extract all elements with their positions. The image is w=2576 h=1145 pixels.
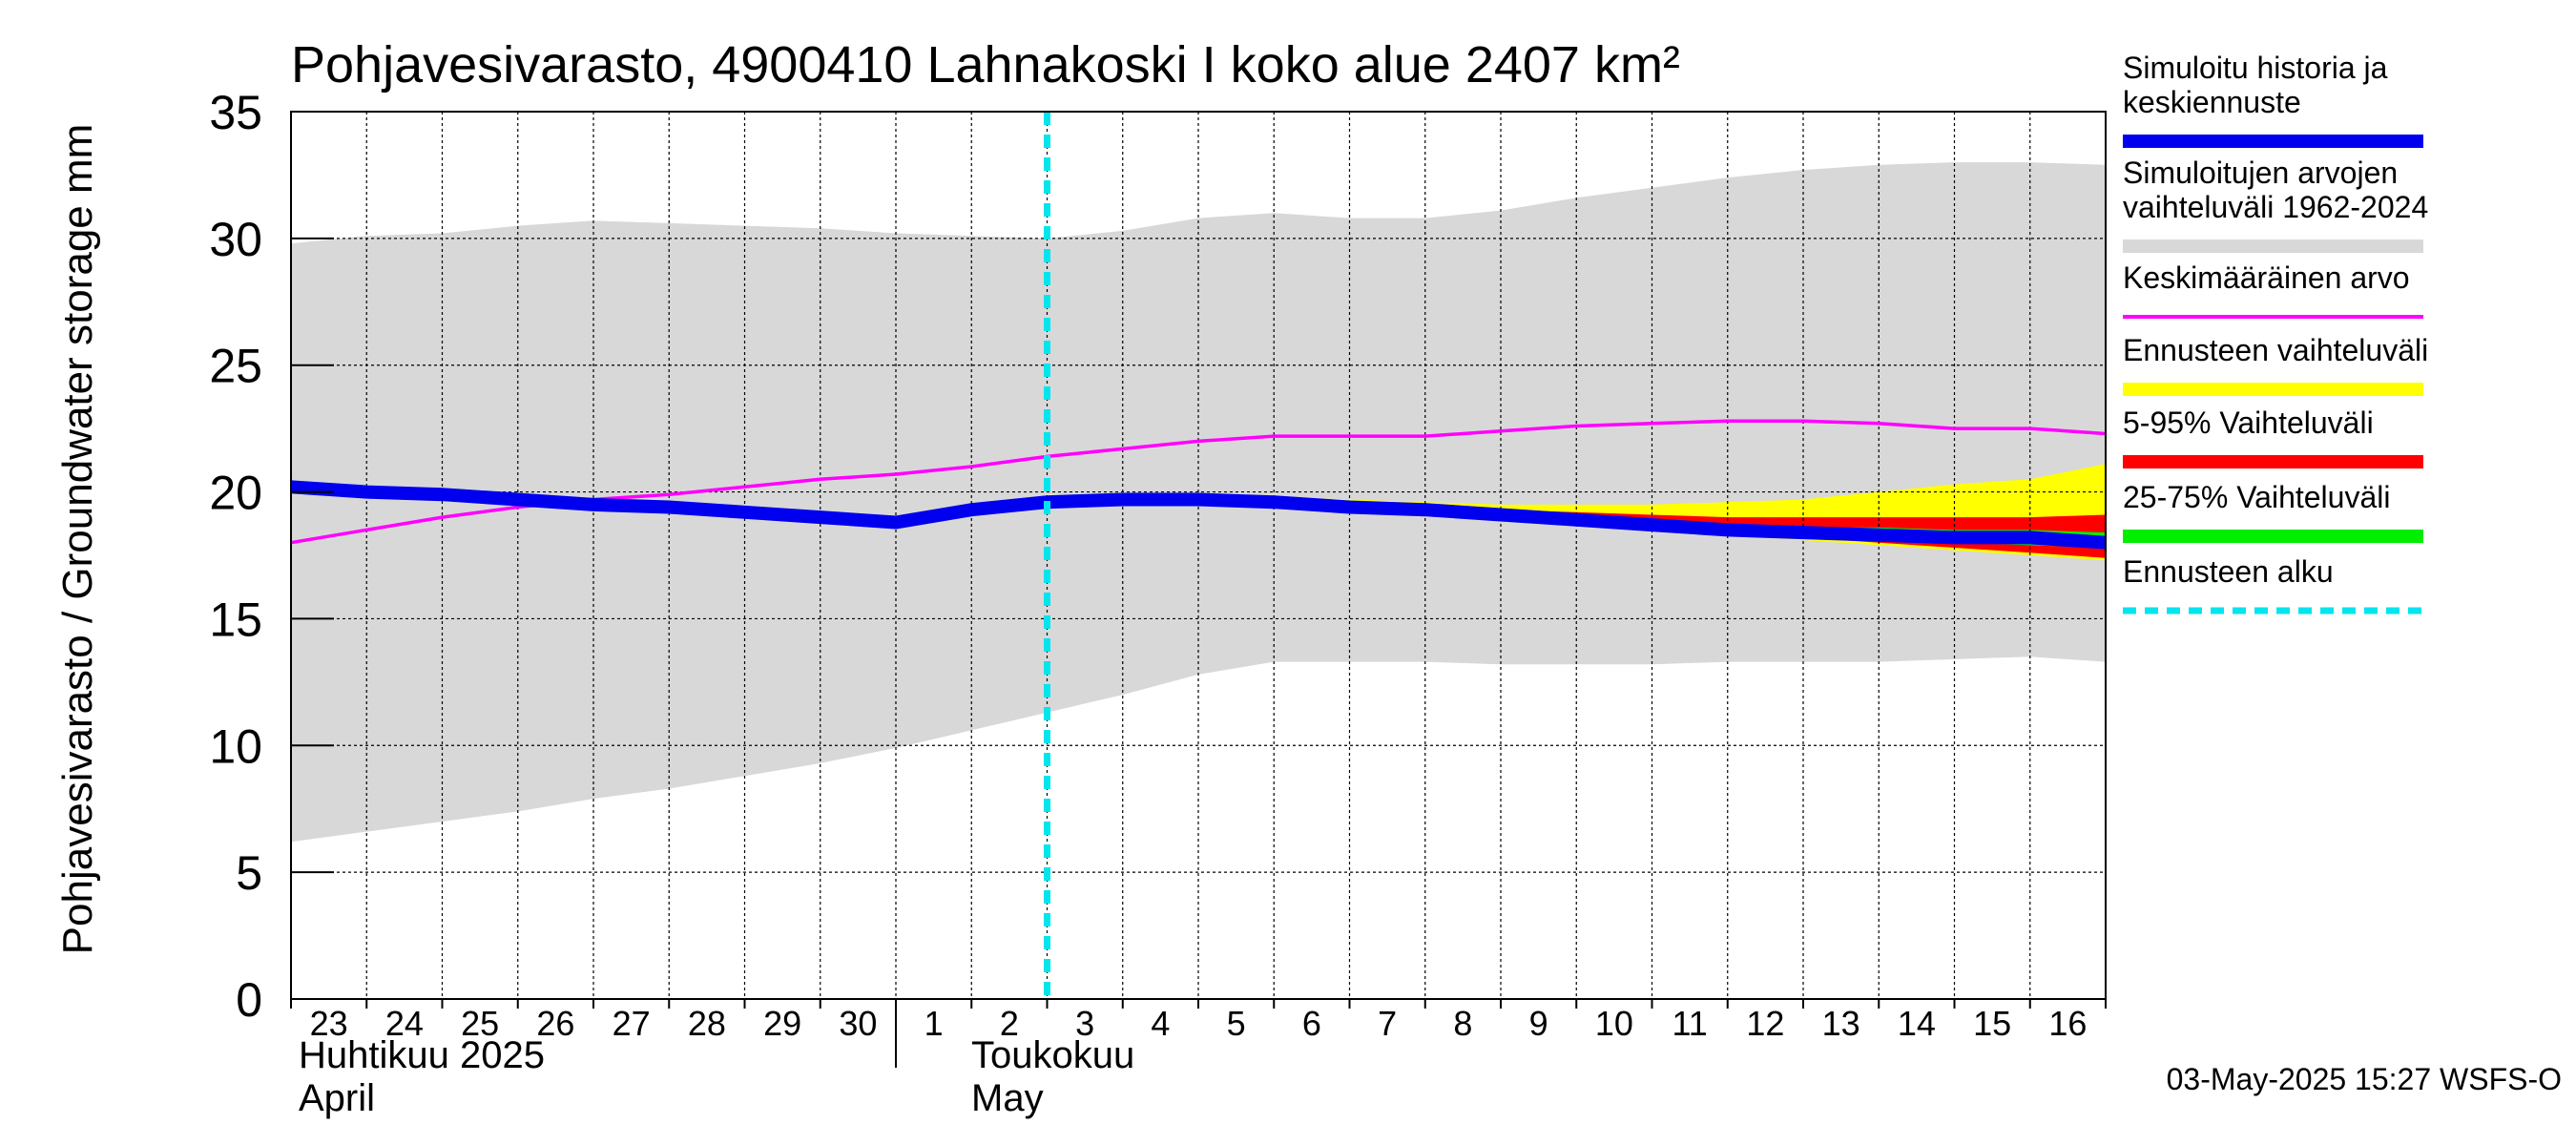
band-2: [1047, 496, 2106, 558]
y-tick-label-7: 35: [209, 86, 262, 139]
x-tick-label-7: 30: [839, 1004, 877, 1043]
timestamp-label: 03-May-2025 15:27 WSFS-O: [2167, 1062, 2562, 1096]
x-tick-label-15: 8: [1453, 1004, 1472, 1043]
x-tick-label-4: 27: [613, 1004, 651, 1043]
y-axis-label: Pohjavesivarasto / Groundwater storage m…: [54, 124, 101, 955]
x-tick-label-3: 26: [536, 1004, 574, 1043]
x-tick-label-10: 3: [1075, 1004, 1094, 1043]
x-tick-label-22: 15: [1973, 1004, 2011, 1043]
x-tick-label-18: 11: [1672, 1004, 1707, 1043]
series-line-1: [290, 480, 2107, 550]
x-tick-label-13: 6: [1302, 1004, 1321, 1043]
x-tick-label-1: 24: [385, 1004, 424, 1043]
series-line-layer: [290, 112, 2107, 999]
y-axis-ticks: 0 5 10 15 20 25 30 35: [209, 86, 334, 1027]
x-tick-label-0: 23: [310, 1004, 348, 1043]
x-tick-label-17: 10: [1595, 1004, 1633, 1043]
legend-label-6-0: Ennusteen alku: [2123, 554, 2334, 589]
x-tick-label-8: 1: [924, 1004, 944, 1043]
x-tick-label-6: 29: [763, 1004, 801, 1043]
month-label-0-line2: April: [299, 1077, 375, 1119]
legend-label-0-1: keskiennuste: [2123, 85, 2301, 119]
y-tick-label-0: 0: [236, 973, 262, 1027]
y-tick-label-2: 10: [209, 719, 262, 773]
y-tick-label-6: 30: [209, 213, 262, 266]
x-tick-label-21: 14: [1898, 1004, 1936, 1043]
legend-label-2-0: Keskimääräinen arvo: [2123, 260, 2410, 295]
month-label-0-line1: Huhtikuu 2025: [299, 1034, 545, 1076]
y-tick-label-4: 20: [209, 467, 262, 520]
x-tick-label-5: 28: [688, 1004, 726, 1043]
legend-label-1-0: Simuloitujen arvojen: [2123, 156, 2398, 190]
y-tick-label-3: 15: [209, 593, 262, 646]
legend-label-0-0: Simuloitu historia ja: [2123, 51, 2388, 85]
x-tick-label-19: 12: [1746, 1004, 1784, 1043]
x-tick-label-23: 16: [2048, 1004, 2087, 1043]
x-tick-label-16: 9: [1529, 1004, 1548, 1043]
legend-label-4-0: 5-95% Vaihteluväli: [2123, 406, 2374, 440]
x-tick-label-14: 7: [1378, 1004, 1397, 1043]
legend-label-3-0: Ennusteen vaihteluväli: [2123, 333, 2428, 367]
x-axis-ticks: 23 24 25 26 27 28 29 30 1 2 3 4 5 6 7 8 9 10 11 12 13 14 15 16: [290, 999, 2107, 1068]
grid-layer: [291, 112, 2106, 999]
x-tick-label-9: 2: [1000, 1004, 1019, 1043]
legend-label-1-1: vaihteluväli 1962-2024: [2123, 190, 2428, 224]
x-tick-label-2: 25: [461, 1004, 499, 1043]
legend-label-5-0: 25-75% Vaihteluväli: [2123, 480, 2390, 514]
chart-title: Pohjavesivarasto, 4900410 Lahnakoski I k…: [291, 36, 1680, 94]
month-label-1-line2: May: [971, 1077, 1044, 1119]
month-label-1-line1: Toukokuu: [971, 1034, 1134, 1076]
x-tick-label-12: 5: [1227, 1004, 1246, 1043]
y-tick-label-5: 25: [209, 340, 262, 393]
x-tick-label-20: 13: [1822, 1004, 1860, 1043]
x-tick-label-11: 4: [1151, 1004, 1170, 1043]
y-tick-label-1: 5: [236, 846, 262, 900]
